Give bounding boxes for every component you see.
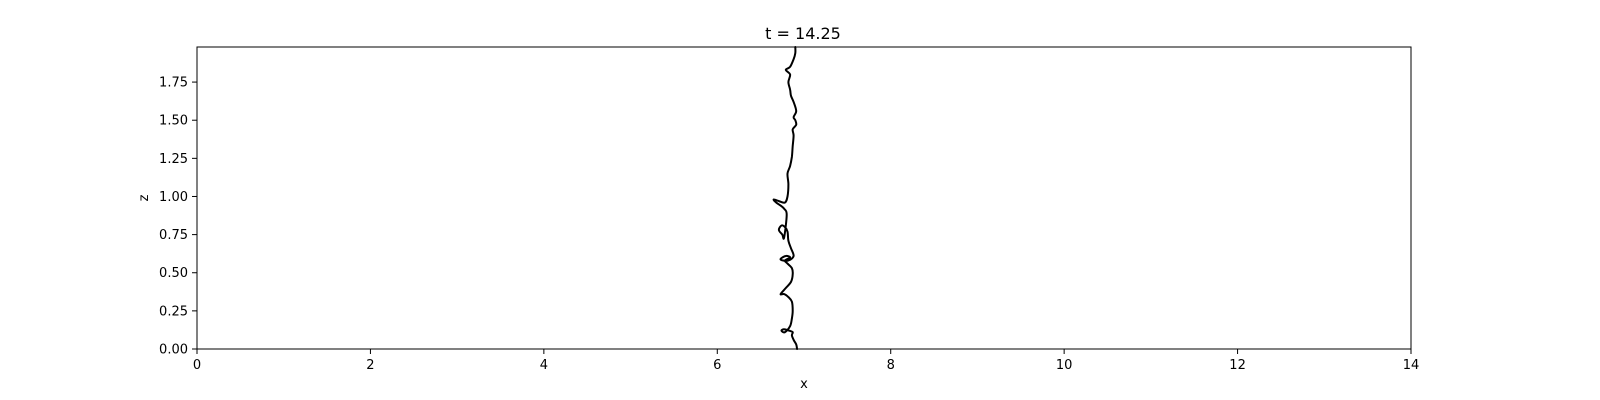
x-tick-label: 0 [193,358,201,373]
x-tick-label: 4 [540,358,548,373]
chart-title: t = 14.25 [765,24,841,43]
y-tick-label: 1.25 [159,152,188,167]
interface-contour-line [772,46,799,350]
y-tick-label: 1.75 [159,76,188,91]
y-tick-label: 1.00 [159,190,188,205]
x-tick-label: 6 [713,358,721,373]
y-tick-label: 0.50 [159,266,188,281]
plot-area [196,46,1412,350]
y-tick-label: 1.50 [159,114,188,129]
x-axis: 0 2 4 6 8 10 12 14 [193,349,1419,373]
y-tick-label: 0.00 [159,343,188,358]
x-axis-label: x [800,377,808,392]
x-tick-label: 8 [887,358,895,373]
x-tick-label: 10 [1056,358,1073,373]
plot-frame [196,46,1412,350]
y-tick-label: 0.25 [159,304,188,319]
y-axis: 0.00 0.25 0.50 0.75 1.00 1.25 1.50 1.75 [159,76,197,358]
x-tick-label: 2 [366,358,374,373]
y-axis-label: z [137,194,152,201]
y-tick-label: 0.75 [159,228,188,243]
x-tick-label: 12 [1229,358,1246,373]
x-tick-label: 14 [1403,358,1420,373]
